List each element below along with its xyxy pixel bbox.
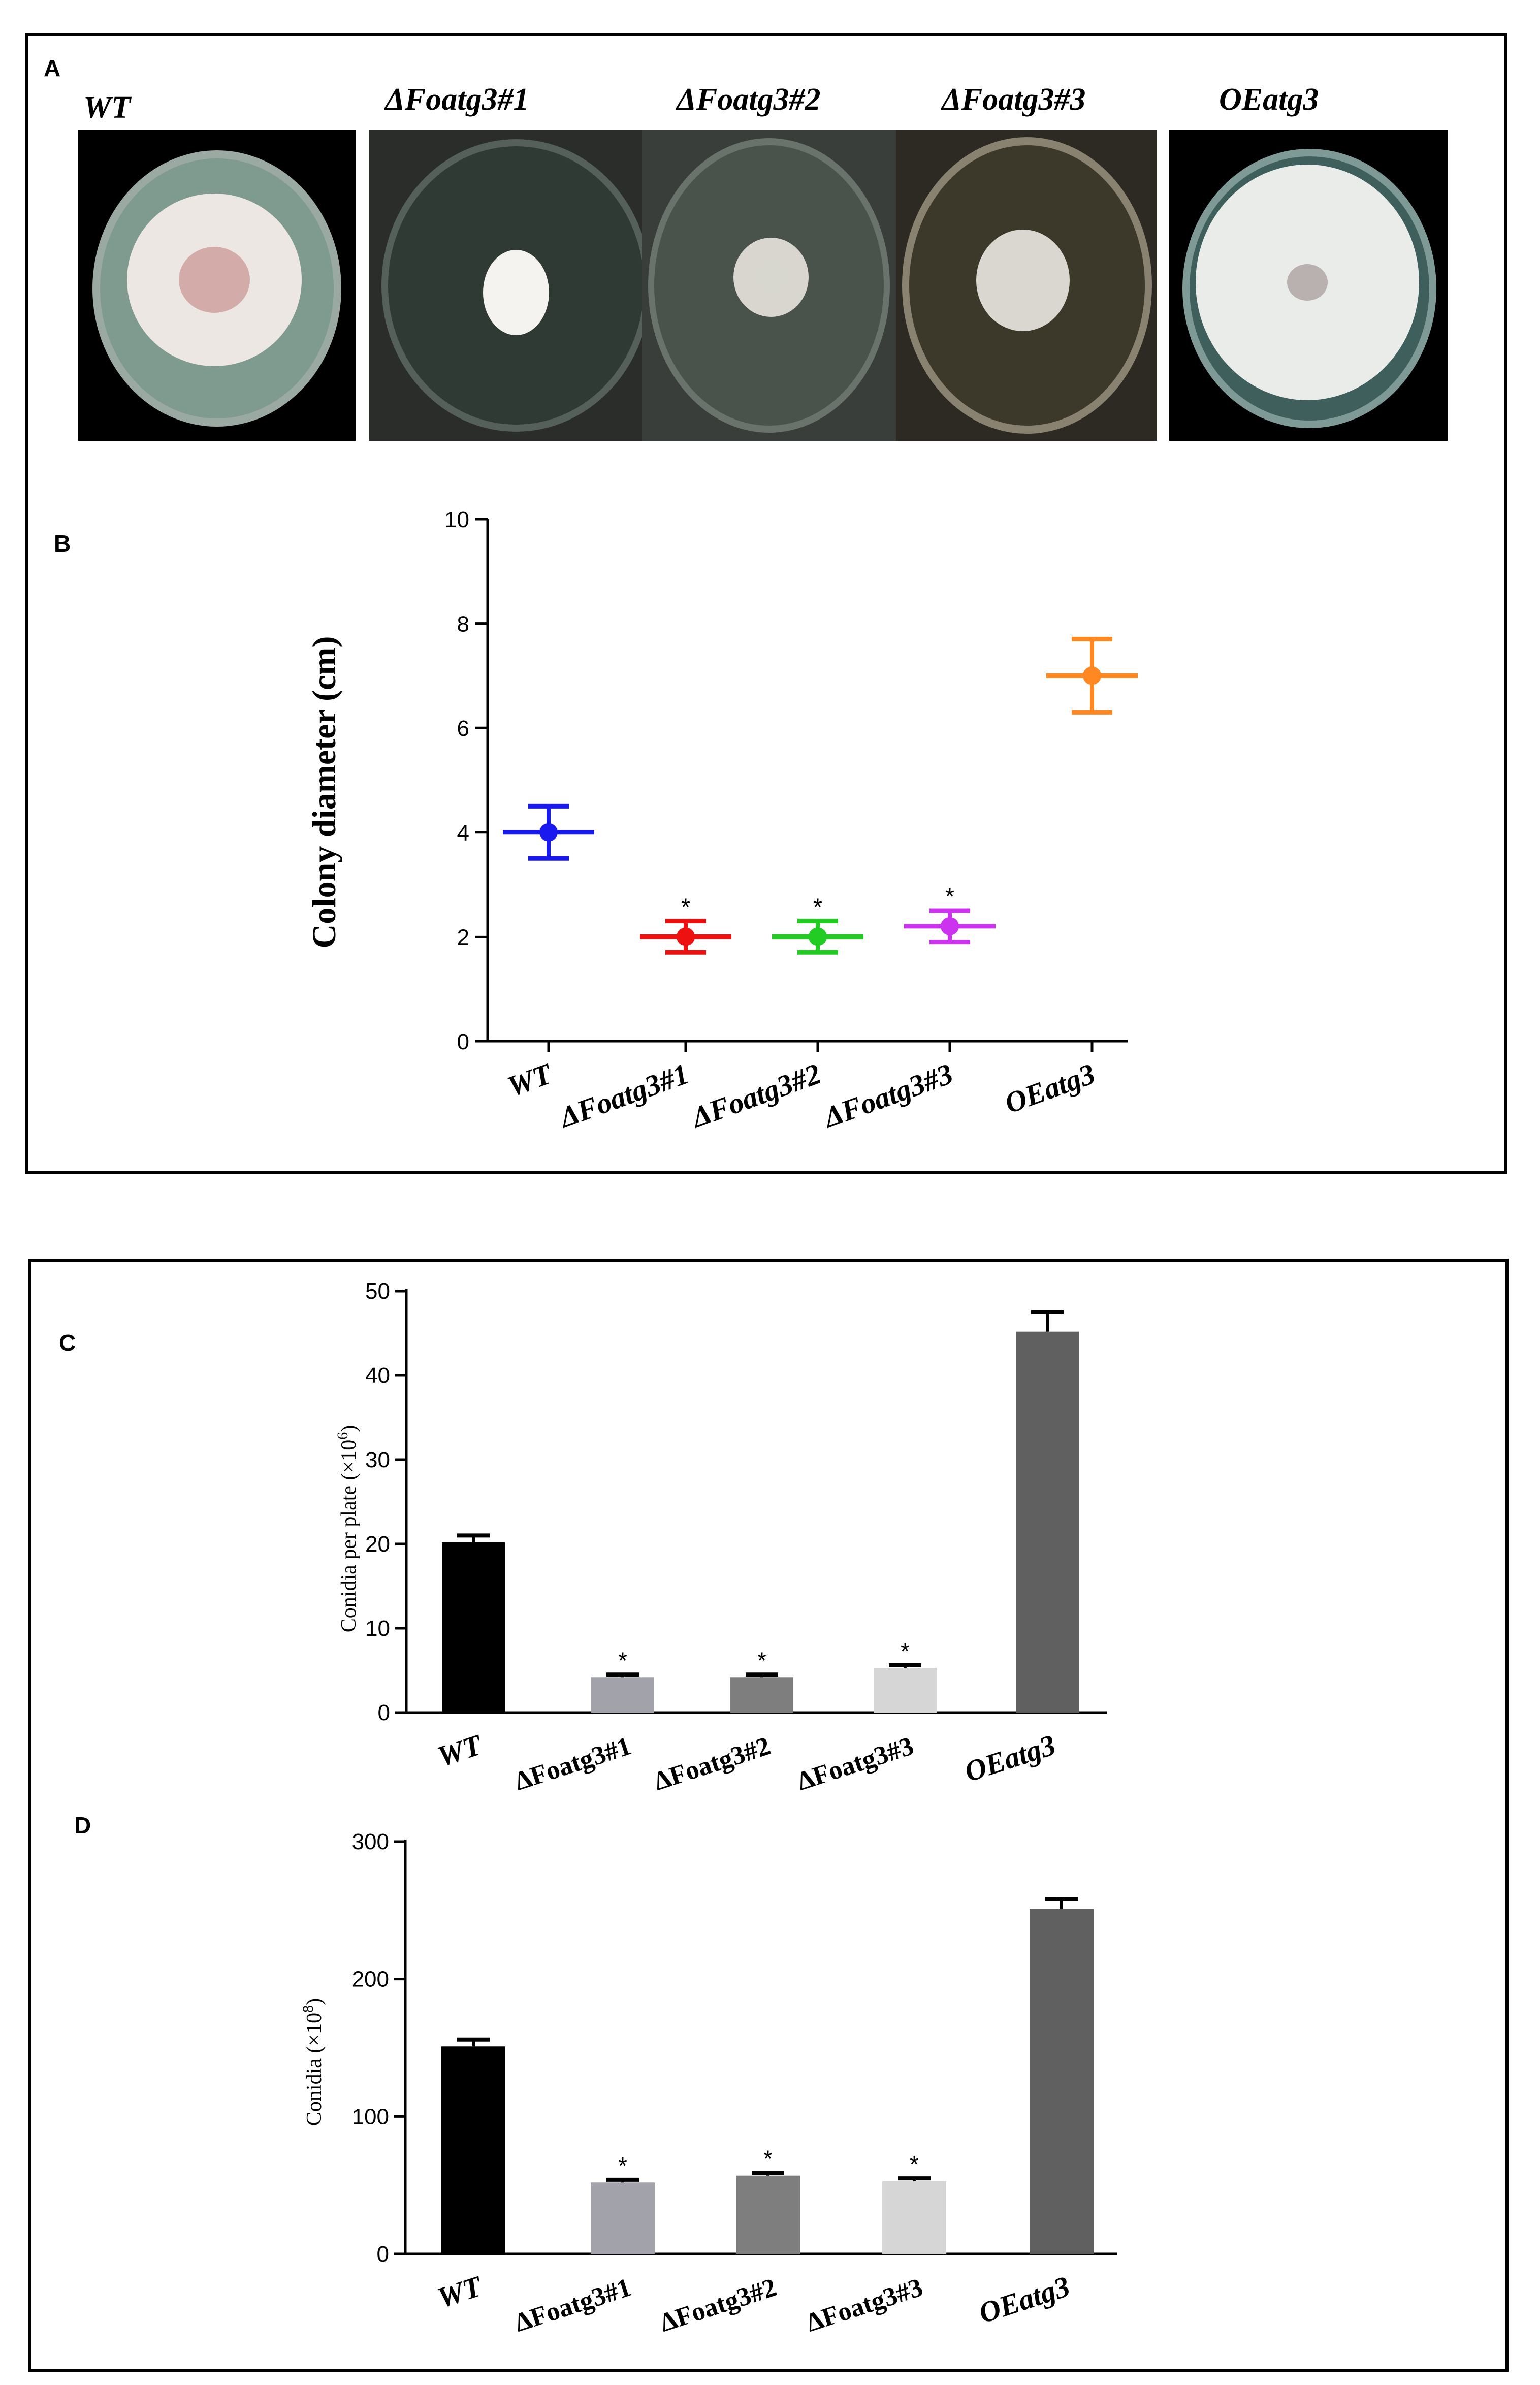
chart-c-conidia-per-plate: Conidia per plate (×106) 0 10 20 30 40 50 WT * Δ… bbox=[334, 1279, 1107, 1796]
plate-photo-foatg3-2 bbox=[642, 130, 896, 441]
chart-d-x-tick-label-foatg3-3: ΔFoatg3#3 bbox=[803, 2273, 926, 2338]
chart-c-y-tick-label: 10 bbox=[365, 1616, 390, 1641]
chart-c-x-tick-label-wt: WT bbox=[433, 1728, 487, 1773]
chart-b-y-tick-label: 0 bbox=[457, 1029, 469, 1054]
chart-b-y-tick-label: 8 bbox=[457, 612, 469, 637]
panel-cd-frame bbox=[28, 1259, 1509, 2372]
chart-d-y-tick-label: 100 bbox=[352, 2104, 389, 2129]
chart-d-significance-foatg3-1: * bbox=[618, 2152, 627, 2179]
chart-c-x-tick-label-oeatg3: OEatg3 bbox=[960, 1728, 1060, 1789]
chart-c-bar-foatg3-1 bbox=[591, 1677, 654, 1713]
chart-c-y-axis-label-main: Conidia per plate (×10 bbox=[337, 1440, 361, 1632]
chart-b-y-tick-label: 10 bbox=[444, 507, 469, 532]
chart-d-significance-foatg3-3: * bbox=[910, 2151, 919, 2177]
panel-ab-frame bbox=[25, 33, 1507, 1174]
chart-d-y-axis-label: Conidia (×108) bbox=[300, 1998, 326, 2126]
chart-b-significance-foatg3-3: * bbox=[945, 883, 954, 910]
chart-c-x-tick-label-foatg3-1: ΔFoatg3#1 bbox=[511, 1731, 635, 1796]
chart-b-point-wt bbox=[539, 823, 558, 842]
chart-b-x-tick-label-foatg3-2: ΔFoatg3#2 bbox=[686, 1057, 825, 1134]
chart-c-y-tick-label: 0 bbox=[378, 1700, 390, 1725]
chart-c-y-axis-label-exp: 6 bbox=[334, 1432, 351, 1440]
chart-b-y-tick-label: 2 bbox=[457, 925, 469, 950]
chart-d-bar-foatg3-3 bbox=[882, 2181, 946, 2254]
chart-b-colony-diameter: Colony diameter (cm) 0 2 4 6 8 10 WT * ΔFoatg3#1… bbox=[306, 507, 1138, 1135]
chart-c-y-tick-label: 50 bbox=[365, 1279, 390, 1304]
plate-colony-center bbox=[1287, 264, 1328, 301]
panel-letter-a: A bbox=[44, 55, 60, 81]
chart-b-x-tick-label-foatg3-1: ΔFoatg3#1 bbox=[554, 1057, 693, 1134]
chart-d-y-axis-label-exp: 8 bbox=[300, 2005, 316, 2013]
plate-colony bbox=[976, 230, 1070, 331]
chart-d-x-tick-label-foatg3-2: ΔFoatg3#2 bbox=[656, 2273, 780, 2338]
chart-d-y-axis-label-end: ) bbox=[303, 1998, 326, 2005]
chart-d-bar-foatg3-2 bbox=[736, 2175, 800, 2254]
chart-d-x-tick-label-wt: WT bbox=[433, 2269, 487, 2314]
chart-b-y-axis-label: Colony diameter (cm) bbox=[306, 636, 343, 949]
chart-b-point-foatg3-3 bbox=[941, 917, 959, 936]
chart-d-x-tick-label-foatg3-1: ΔFoatg3#1 bbox=[511, 2273, 635, 2338]
chart-c-significance-foatg3-1: * bbox=[618, 1647, 627, 1673]
plate-label-foatg3-1: ΔFoatg3#1 bbox=[383, 82, 529, 117]
chart-d-bar-oeatg3 bbox=[1030, 1909, 1094, 2254]
chart-c-x-tick-label-foatg3-3: ΔFoatg3#3 bbox=[793, 1731, 917, 1796]
chart-c-significance-foatg3-3: * bbox=[901, 1638, 910, 1664]
panel-letter-c: C bbox=[59, 1330, 76, 1356]
chart-c-bar-foatg3-3 bbox=[874, 1668, 937, 1713]
chart-c-bar-foatg3-2 bbox=[730, 1677, 793, 1713]
panel-letter-d: D bbox=[74, 1812, 91, 1839]
plate-label-oeatg3: OEatg3 bbox=[1219, 82, 1319, 117]
plate-colony bbox=[483, 250, 549, 335]
chart-c-y-axis-label: Conidia per plate (×106) bbox=[334, 1425, 361, 1632]
plate-colony-center bbox=[501, 277, 531, 308]
plate-photo-foatg3-3 bbox=[896, 130, 1157, 441]
chart-c-x-tick-label-foatg3-2: ΔFoatg3#2 bbox=[650, 1731, 774, 1796]
chart-b-x-tick-label-wt: WT bbox=[503, 1056, 557, 1103]
chart-b-point-oeatg3 bbox=[1083, 666, 1101, 685]
chart-c-bar-wt bbox=[442, 1542, 505, 1713]
chart-b-point-foatg3-1 bbox=[677, 927, 695, 946]
chart-b-y-tick-label: 4 bbox=[457, 821, 469, 846]
chart-c-y-tick-label: 20 bbox=[365, 1532, 390, 1557]
chart-d-y-tick-label: 300 bbox=[352, 1829, 389, 1854]
chart-c-bar-oeatg3 bbox=[1016, 1331, 1079, 1713]
chart-c-y-tick-label: 30 bbox=[365, 1447, 390, 1472]
plate-colony-center bbox=[756, 262, 786, 293]
chart-c-y-axis-label-end: ) bbox=[337, 1425, 361, 1432]
chart-d-y-tick-label: 200 bbox=[352, 1967, 389, 1992]
chart-b-significance-foatg3-1: * bbox=[681, 894, 690, 920]
plate-colony-center bbox=[1005, 263, 1041, 298]
plate-colony bbox=[733, 238, 809, 317]
chart-c-significance-foatg3-2: * bbox=[757, 1647, 766, 1673]
plate-colony-center bbox=[179, 247, 250, 313]
plate-photo-wt bbox=[78, 130, 356, 441]
chart-d-y-axis-label-main: Conidia (×10 bbox=[303, 2013, 326, 2126]
chart-b-x-tick-label-oeatg3: OEatg3 bbox=[1001, 1057, 1100, 1120]
chart-d-bar-wt bbox=[441, 2046, 505, 2254]
plate-photo-foatg3-1 bbox=[369, 130, 642, 441]
panel-letter-b: B bbox=[54, 530, 71, 557]
chart-b-x-tick-label-foatg3-3: ΔFoatg3#3 bbox=[818, 1057, 957, 1134]
chart-d-x-tick-label-oeatg3: OEatg3 bbox=[975, 2270, 1074, 2330]
plate-label-foatg3-3: ΔFoatg3#3 bbox=[940, 82, 1085, 117]
plate-label-wt: WT bbox=[83, 90, 132, 125]
chart-d-conidia: Conidia (×108) 0 100 200 300 WT * ΔFoatg3#1 * ΔF… bbox=[300, 1829, 1117, 2338]
plate-photo-oeatg3 bbox=[1169, 130, 1448, 441]
chart-d-significance-foatg3-2: * bbox=[763, 2145, 773, 2172]
chart-d-y-tick-label: 0 bbox=[377, 2242, 389, 2267]
chart-c-y-tick-label: 40 bbox=[365, 1363, 390, 1388]
chart-b-y-tick-label: 6 bbox=[457, 716, 469, 741]
chart-d-bar-foatg3-1 bbox=[591, 2182, 655, 2254]
chart-b-point-foatg3-2 bbox=[809, 927, 827, 946]
plate-label-foatg3-2: ΔFoatg3#2 bbox=[675, 82, 820, 117]
chart-b-significance-foatg3-2: * bbox=[813, 894, 822, 920]
